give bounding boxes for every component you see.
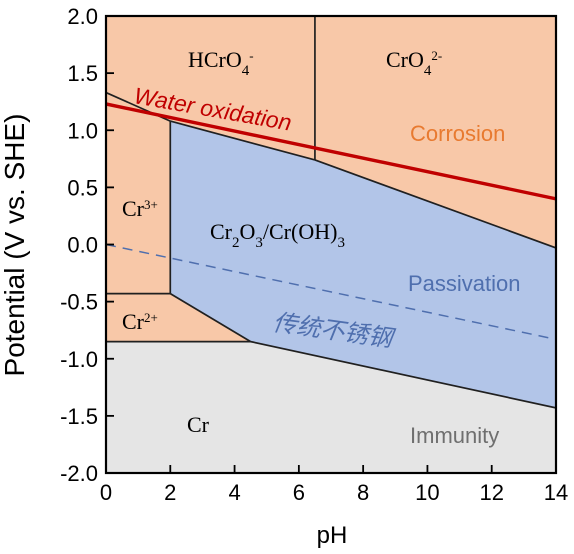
hcro4-label: HCrO4- (188, 47, 254, 79)
cr3-label: Cr3+ (122, 196, 158, 221)
x-tick-label-0: 0 (100, 480, 112, 505)
y-tick-label-6: -1.0 (60, 347, 98, 372)
passivation-top-2-line (314, 159, 556, 249)
immunity-region (106, 341, 556, 473)
oxide-label: Cr2O3/Cr(OH)3 (210, 219, 345, 251)
water-oxidation-line (106, 102, 556, 201)
passivation-label: Passivation (408, 271, 521, 296)
y-axis-label: Potential (V vs. SHE) (0, 114, 30, 377)
immunity-label: Immunity (410, 423, 499, 448)
cr2-label: Cr2+ (122, 309, 158, 334)
passivation-region (170, 121, 556, 408)
passivation-top-1-line (170, 120, 316, 161)
x-tick-label-3: 6 (293, 480, 305, 505)
corrosion-label: Corrosion (410, 121, 505, 146)
x-tick-label-2: 4 (228, 480, 240, 505)
y-tick-labels: 2.0 1.5 1.0 0.5 0.0 -0.5 -1.0 -1.5 -2.0 (60, 4, 98, 486)
y-tick-label-8: -2.0 (60, 461, 98, 486)
y-tick-label-0: 2.0 (67, 4, 98, 29)
phase-boundaries (106, 16, 556, 409)
y-tick-label-4: 0.0 (67, 233, 98, 258)
passive-guide-line (106, 243, 556, 341)
cro4-label: CrO42- (386, 47, 442, 79)
y-tick-label-2: 1.0 (67, 118, 98, 143)
x-tick-label-4: 8 (357, 480, 369, 505)
y-tick-label-1: 1.5 (67, 61, 98, 86)
guide-lines (106, 102, 556, 341)
x-tick-label-1: 2 (164, 480, 176, 505)
y-tick-label-5: -0.5 (60, 290, 98, 315)
x-axis-label: pH (317, 522, 348, 549)
x-tick-labels: 0 2 4 6 8 10 12 14 (100, 480, 568, 505)
y-tick-label-3: 0.5 (67, 175, 98, 200)
x-tick-label-7: 14 (544, 480, 568, 505)
x-tick-label-5: 10 (415, 480, 439, 505)
cr-label: Cr (187, 412, 210, 437)
x-tick-label-6: 12 (479, 480, 503, 505)
axis-ticks (105, 15, 557, 474)
y-tick-label-7: -1.5 (60, 404, 98, 429)
